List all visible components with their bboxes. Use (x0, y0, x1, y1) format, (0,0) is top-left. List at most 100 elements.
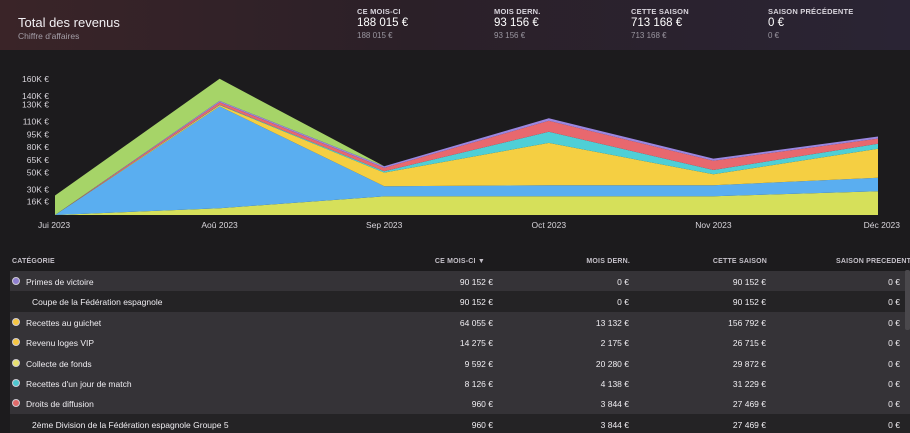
stat-label: CE MOIS-CI (357, 7, 401, 16)
table-row[interactable]: Coupe de la Fédération espagnole 90 152 €… (10, 291, 910, 312)
revenue-chart: 16K €30K € 50K € 65K € 80K € 95K € 110K € 130K… (0, 60, 910, 235)
sort-down-icon: ▼ (477, 258, 485, 265)
table-header: CATÉGORIE CE MOIS-CI ▼ MOIS DERN. CETTE … (10, 253, 910, 271)
cell-c3: 90 152 € (732, 297, 766, 308)
category-badge-icon (12, 317, 20, 326)
cell-c1: 960 € (471, 399, 493, 410)
cell-c1: 90 152 € (459, 297, 493, 308)
cell-c2: 3 844 € (600, 399, 629, 410)
x-tick-label: Oct 2023 (532, 220, 567, 230)
cell-c1: 9 592 € (464, 358, 493, 369)
category-badge-icon (12, 358, 20, 367)
table-row[interactable]: Revenu loges VIP 14 275 € 2 175 € 26 715 € 0… (10, 332, 910, 353)
revenue-table: CATÉGORIE CE MOIS-CI ▼ MOIS DERN. CETTE … (10, 253, 910, 433)
stat-label: MOIS DERN. (494, 7, 541, 16)
cell-c4: 0 € (888, 358, 900, 369)
cell-c1: 64 055 € (459, 317, 493, 328)
stat-value: 0 € (768, 17, 784, 29)
category-name: Coupe de la Fédération espagnole (32, 297, 163, 308)
table-row[interactable]: Recettes au guichet 64 055 € 13 132 € 156 7… (10, 311, 910, 333)
y-tick-label: 30K € (27, 185, 49, 195)
category-name: Droits de diffusion (26, 399, 94, 410)
category-name: Primes de victoire (26, 277, 94, 287)
cell-c3: 31 229 € (732, 378, 766, 389)
y-tick-label: 140K € (22, 91, 49, 101)
cell-c3: 156 792 € (728, 317, 766, 328)
y-tick-label: 110K € (23, 117, 50, 127)
col-this-month[interactable]: CE MOIS-CI ▼ (410, 258, 485, 265)
stat-value: 93 156 € (494, 17, 539, 29)
series-area-1 (55, 106, 878, 215)
cell-c2: 13 132 € (595, 317, 629, 328)
x-tick-label: Déc 2023 (864, 220, 901, 230)
stat-this-season: CETTE SAISON 713 168 € 713 168 € (631, 7, 689, 40)
x-tick-label: Aoû 2023 (201, 220, 238, 230)
category-badge-icon (12, 378, 20, 387)
category-name: 2ème Division de la Fédération espagnole… (32, 419, 229, 430)
cell-c3: 90 152 € (732, 277, 766, 287)
stat-sub: 188 015 € (357, 31, 393, 40)
category-name: Recettes d'un jour de match (26, 378, 132, 389)
category-name: Collecte de fonds (26, 358, 92, 369)
x-tick-label: Jui 2023 (38, 220, 70, 230)
col-this-season[interactable]: CETTE SAISON (712, 258, 767, 265)
y-tick-label: 160K € (22, 74, 49, 84)
cell-c2: 0 € (617, 297, 629, 308)
cell-c4: 0 € (888, 399, 900, 410)
cell-c3: 27 469 € (732, 399, 766, 410)
cell-c3: 26 715 € (732, 338, 766, 349)
cell-c4: 0 € (888, 378, 900, 389)
cell-c4: 0 € (888, 277, 900, 287)
series-area-2 (55, 105, 878, 215)
col-category[interactable]: CATÉGORIE (12, 258, 55, 265)
y-tick-label: 16K € (27, 196, 49, 206)
table-row[interactable]: Primes de victoire 90 152 € 0 € 90 152 € 0 € (10, 271, 910, 292)
stat-this-month: CE MOIS-CI 188 015 € 188 015 € (357, 7, 408, 40)
y-tick-label: 80K € (27, 142, 49, 152)
col-this-month-label: CE MOIS-CI (434, 258, 476, 265)
col-previous-season[interactable]: SAISON PRÉCÉDENTE (836, 258, 910, 265)
y-tick-label: 65K € (27, 155, 49, 165)
table-row[interactable]: Recettes d'un jour de match 8 126 € 4 138 … (10, 372, 910, 394)
cell-c4: 0 € (888, 297, 900, 308)
page-subtitle: Chiffre d'affaires (18, 31, 80, 41)
stat-label: SAISON PRÉCÉDENTE (768, 7, 854, 16)
category-badge-icon (12, 277, 20, 285)
series-area-0 (55, 191, 878, 215)
cell-c1: 8 126 € (464, 378, 493, 389)
category-name: Recettes au guichet (26, 317, 102, 328)
table-body: Primes de victoire 90 152 € 0 € 90 152 € 0 €… (10, 271, 910, 433)
cell-c4: 0 € (888, 317, 900, 328)
series-area-6 (55, 78, 878, 215)
cell-c2: 0 € (617, 277, 629, 287)
cell-c2: 20 280 € (595, 358, 629, 369)
page-title: Total des revenus (18, 15, 120, 30)
revenue-header: Total des revenus Chiffre d'affaires CE … (0, 0, 910, 50)
stat-sub: 713 168 € (631, 31, 667, 40)
revenue-area-chart: 16K €30K € 50K € 65K € 80K € 95K € 110K € 130K… (22, 74, 901, 230)
x-tick-label: Nov 2023 (695, 220, 732, 230)
col-last-month[interactable]: MOIS DERN. (586, 258, 630, 265)
cell-c2: 2 175 € (600, 338, 629, 349)
cell-c2: 4 138 € (600, 378, 629, 389)
stat-sub: 0 € (768, 31, 780, 40)
y-tick-label: 50K € (27, 168, 49, 178)
stat-label: CETTE SAISON (631, 7, 689, 16)
stat-previous-season: SAISON PRÉCÉDENTE 0 € 0 € (768, 7, 854, 40)
stat-sub: 93 156 € (494, 31, 526, 40)
cell-c3: 27 469 € (732, 419, 766, 430)
cell-c1: 90 152 € (459, 277, 493, 287)
cell-c1: 960 € (471, 419, 493, 430)
table-row[interactable]: Droits de diffusion 960 € 3 844 € 27 469 € 0… (10, 393, 910, 414)
table-scrollbar[interactable] (905, 270, 910, 330)
table-row[interactable]: Collecte de fonds 9 592 € 20 280 € 29 872 €… (10, 352, 910, 373)
cell-c4: 0 € (888, 338, 900, 349)
cell-c4: 0 € (888, 419, 900, 430)
table-row[interactable]: 2ème Division de la Fédération espagnole… (10, 413, 910, 433)
y-tick-label: 130K € (22, 100, 49, 110)
cell-c1: 14 275 € (459, 338, 493, 349)
x-tick-label: Sep 2023 (366, 220, 403, 230)
category-badge-icon (12, 399, 20, 408)
stat-last-month: MOIS DERN. 93 156 € 93 156 € (494, 7, 541, 40)
cell-c2: 3 844 € (600, 419, 629, 430)
